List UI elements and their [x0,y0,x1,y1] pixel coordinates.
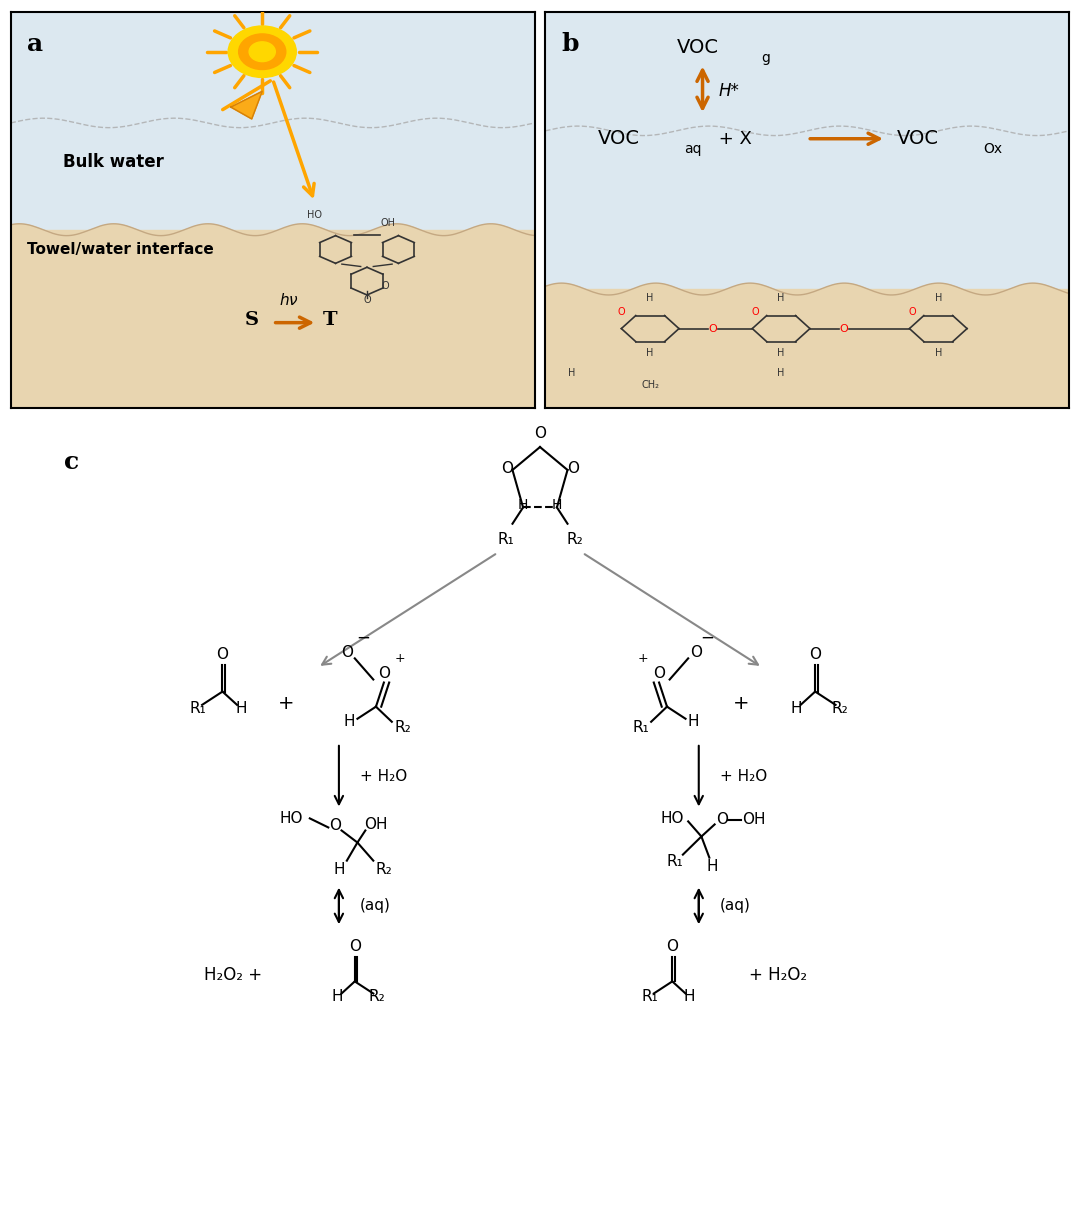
Text: H: H [778,293,785,303]
Text: aq: aq [685,141,702,156]
Text: O: O [341,645,353,660]
Text: H: H [934,348,942,358]
Text: H: H [688,714,699,729]
Text: + H₂O: + H₂O [360,769,407,784]
Text: S: S [245,310,259,329]
Text: R₁: R₁ [497,532,514,546]
Text: H: H [647,293,653,303]
Bar [11,12,535,230]
Text: H: H [552,499,562,512]
Text: + H₂O₂: + H₂O₂ [750,966,807,985]
Text: R₁: R₁ [666,854,684,869]
Text: O: O [216,646,229,662]
Text: O: O [501,461,513,476]
Text: O: O [666,940,678,954]
Text: O: O [809,646,821,662]
Text: Ox: Ox [983,141,1002,156]
Text: T: T [323,310,338,329]
Text: b: b [562,32,579,56]
Text: R₂: R₂ [832,701,848,716]
Text: +: + [394,652,405,664]
Text: O: O [653,666,665,682]
Text: + H₂O: + H₂O [720,769,767,784]
Text: O: O [349,940,361,954]
Text: H: H [333,862,345,877]
Text: H: H [343,714,355,729]
Text: O: O [908,307,916,316]
Text: HO: HO [280,811,303,826]
Text: (aq): (aq) [360,898,391,914]
Bar [545,288,1069,408]
Text: R₂: R₂ [369,989,386,1004]
Text: O: O [567,461,579,476]
Text: R₂: R₂ [376,862,392,877]
Text: R₂: R₂ [566,532,583,546]
Text: a: a [27,32,42,56]
Text: VOC: VOC [676,38,718,57]
Text: O: O [363,295,370,305]
Text: + X: + X [713,130,752,147]
Text: R₁: R₁ [642,989,658,1004]
Text: O: O [708,324,717,333]
Text: O: O [381,281,389,291]
Text: −: − [700,628,714,646]
Text: R₁: R₁ [632,720,649,735]
Text: CH₂: CH₂ [642,380,659,389]
Text: H: H [568,368,576,378]
Text: −: − [355,628,369,646]
Text: OH: OH [742,812,766,828]
Text: Towel/water interface: Towel/water interface [27,242,213,257]
Text: Bulk water: Bulk water [64,153,164,172]
Text: H₂O₂ +: H₂O₂ + [204,966,262,985]
Text: $h\nu$: $h\nu$ [279,292,298,308]
Text: R₂: R₂ [394,720,410,735]
Text: c: c [64,450,79,475]
Text: H: H [235,701,247,716]
Text: H: H [684,989,696,1004]
Text: HO: HO [307,209,322,220]
Text: +: + [733,694,750,713]
Text: H: H [778,368,785,378]
Circle shape [228,26,296,78]
Text: VOC: VOC [896,129,939,148]
Text: HO: HO [661,811,684,826]
Circle shape [239,34,286,69]
Text: R₁: R₁ [189,701,206,716]
Text: g: g [761,51,770,65]
Text: H: H [647,348,653,358]
Text: +: + [278,694,294,713]
Text: OH: OH [380,218,395,228]
Text: O: O [751,307,759,316]
Text: O: O [716,812,728,828]
Text: OH: OH [364,817,388,832]
Text: O: O [690,645,702,660]
Bar [11,230,535,408]
Text: H: H [778,348,785,358]
Text: H: H [791,701,802,716]
Text: O: O [839,324,849,333]
Text: O: O [534,426,546,441]
Circle shape [249,41,275,62]
Text: H: H [332,989,343,1004]
Text: (aq): (aq) [720,898,751,914]
Text: O: O [378,666,390,682]
Text: +: + [638,652,648,664]
Text: H: H [706,859,718,874]
Bar [545,12,1069,288]
Polygon shape [231,91,262,119]
Text: H: H [934,293,942,303]
Text: H: H [518,499,528,512]
Text: O: O [328,818,340,834]
Text: O: O [618,307,625,316]
Text: H*: H* [718,83,739,100]
Text: VOC: VOC [598,129,639,148]
